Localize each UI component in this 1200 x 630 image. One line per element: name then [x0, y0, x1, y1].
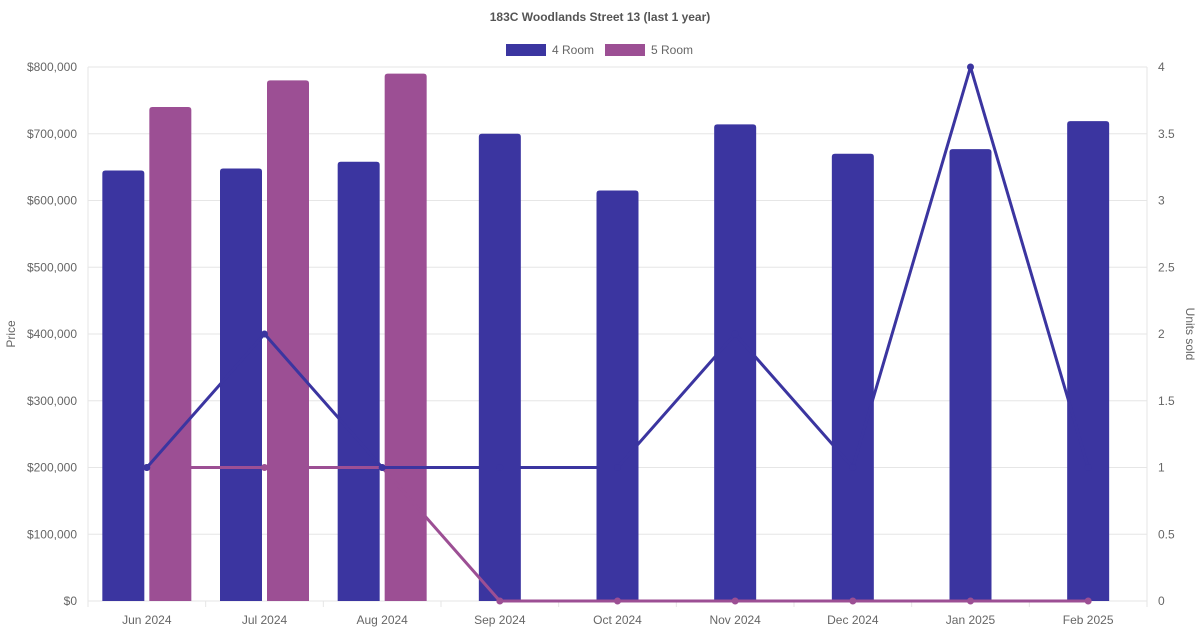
bar-4-room-4[interactable] — [596, 190, 639, 602]
y-right-tick-label: 2 — [1158, 327, 1165, 341]
y-left-axis-title: Price — [4, 320, 18, 348]
y-right-tick-label: 2.5 — [1158, 260, 1175, 274]
y-left-tick-label: $500,000 — [27, 260, 77, 274]
point-5-room-7[interactable] — [967, 597, 974, 605]
y-right-tick-label: 1.5 — [1158, 394, 1175, 408]
x-tick-label: Sep 2024 — [474, 613, 526, 627]
bar-4-room-7[interactable] — [949, 149, 992, 602]
legend-swatch-4-room — [506, 44, 546, 56]
point-4-room-0[interactable] — [143, 464, 151, 471]
x-tick-label: Oct 2024 — [593, 613, 642, 627]
y-right-axis: 0 0.5 1 1.5 2 2.5 3 3.5 4 — [1158, 60, 1175, 608]
y-left-tick-label: $800,000 — [27, 60, 77, 74]
y-right-axis-title: Units sold — [1183, 308, 1197, 361]
x-tick-label: Jun 2024 — [122, 613, 172, 627]
bars — [102, 73, 1110, 602]
y-left-tick-label: $300,000 — [27, 394, 77, 408]
bar-4-room-6[interactable] — [831, 153, 874, 601]
point-5-room-1[interactable] — [261, 464, 268, 471]
y-right-tick-label: 1 — [1158, 461, 1165, 475]
bar-4-room-2[interactable] — [337, 161, 380, 601]
y-left-tick-label: $400,000 — [27, 327, 77, 341]
y-right-tick-label: 0 — [1158, 594, 1165, 608]
y-right-tick-label: 3 — [1158, 194, 1165, 208]
legend-swatch-5-room — [605, 44, 645, 56]
point-4-room-4[interactable] — [614, 464, 621, 471]
y-left-tick-label: $700,000 — [27, 127, 77, 141]
y-left-axis: $0 $100,000 $200,000 $300,000 $400,000 $500,0… — [27, 60, 77, 608]
y-right-tick-label: 3.5 — [1158, 127, 1175, 141]
legend: 4 Room 5 Room — [506, 43, 693, 57]
point-5-room-5[interactable] — [731, 597, 739, 605]
bar-4-room-5[interactable] — [714, 124, 757, 601]
x-tick-label: Jul 2024 — [242, 613, 288, 627]
x-tick-label: Nov 2024 — [709, 613, 761, 627]
x-tick-label: Aug 2024 — [356, 613, 408, 627]
y-left-tick-label: $600,000 — [27, 194, 77, 208]
legend-label-5-room: 5 Room — [651, 43, 693, 57]
bar-4-room-8[interactable] — [1067, 121, 1110, 601]
y-left-tick-label: $0 — [64, 594, 78, 608]
bar-4-room-0[interactable] — [102, 170, 145, 601]
point-4-room-6[interactable] — [849, 464, 857, 471]
y-right-tick-label: 4 — [1158, 60, 1165, 74]
chart-title: 183C Woodlands Street 13 (last 1 year) — [490, 10, 711, 24]
x-tick-label: Feb 2025 — [1063, 613, 1114, 627]
point-4-room-1[interactable] — [261, 330, 268, 338]
y-left-tick-label: $100,000 — [27, 527, 77, 541]
x-axis: Jun 2024 Jul 2024 Aug 2024 Sep 2024 Oct 2024… — [122, 613, 1114, 627]
lines — [143, 63, 1092, 605]
y-right-tick-label: 0.5 — [1158, 527, 1175, 541]
point-5-room-6[interactable] — [849, 597, 857, 605]
point-4-room-3[interactable] — [496, 464, 504, 471]
bar-5-room-1[interactable] — [267, 80, 309, 602]
bar-5-room-2[interactable] — [384, 73, 427, 602]
x-tick-label: Dec 2024 — [827, 613, 879, 627]
point-5-room-3[interactable] — [496, 597, 504, 605]
bar-4-room-1[interactable] — [220, 168, 262, 601]
point-4-room-7[interactable] — [967, 63, 974, 71]
point-4-room-2[interactable] — [378, 464, 386, 471]
bar-5-room-0[interactable] — [149, 107, 192, 602]
point-4-room-8[interactable] — [1084, 464, 1092, 471]
point-5-room-4[interactable] — [614, 597, 621, 605]
point-4-room-5[interactable] — [731, 330, 739, 338]
legend-label-4-room: 4 Room — [552, 43, 594, 57]
point-5-room-8[interactable] — [1084, 597, 1092, 605]
legend-item-4-room[interactable]: 4 Room — [506, 43, 594, 57]
x-tick-label: Jan 2025 — [946, 613, 996, 627]
legend-item-5-room[interactable]: 5 Room — [605, 43, 693, 57]
bar-4-room-3[interactable] — [478, 133, 521, 601]
y-left-tick-label: $200,000 — [27, 461, 77, 475]
